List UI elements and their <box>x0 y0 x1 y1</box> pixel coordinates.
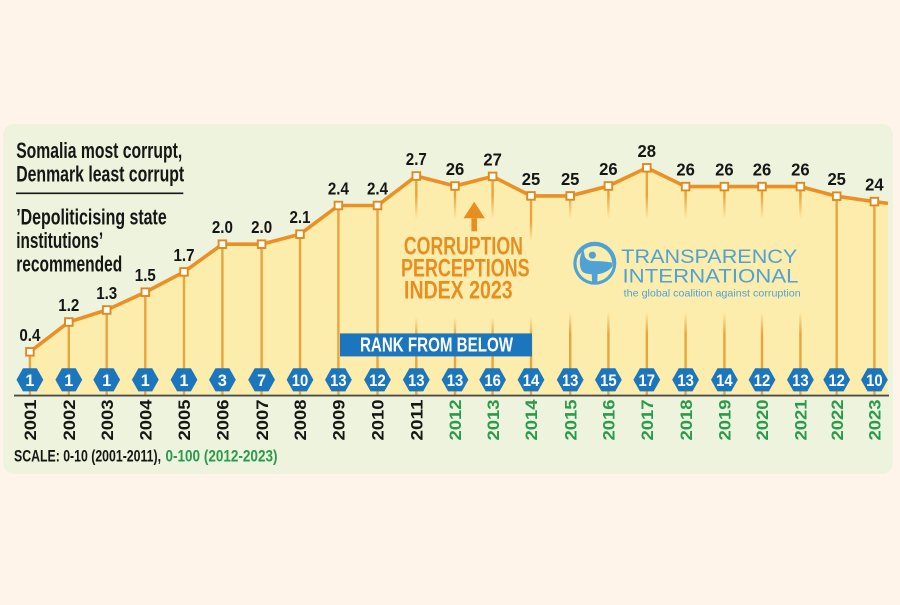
svg-text:2015: 2015 <box>561 400 580 441</box>
svg-text:2016: 2016 <box>600 400 619 441</box>
svg-text:15: 15 <box>600 371 617 390</box>
svg-text:CORRUPTION: CORRUPTION <box>404 233 523 261</box>
svg-text:24: 24 <box>865 175 884 195</box>
svg-text:SCALE: 0-10 (2001-2011),: SCALE: 0-10 (2001-2011), <box>14 447 161 466</box>
svg-text:13: 13 <box>408 371 425 390</box>
svg-text:1.2: 1.2 <box>58 295 79 315</box>
svg-text:2.4: 2.4 <box>328 179 349 199</box>
svg-text:10: 10 <box>866 371 883 390</box>
svg-text:2017: 2017 <box>638 400 657 441</box>
svg-text:2001: 2001 <box>21 400 40 441</box>
svg-text:1: 1 <box>64 371 73 390</box>
svg-text:2008: 2008 <box>291 400 310 441</box>
svg-text:2.0: 2.0 <box>212 217 233 237</box>
svg-text:2009: 2009 <box>330 400 349 441</box>
svg-text:13: 13 <box>562 371 579 390</box>
svg-text:recommended: recommended <box>16 252 122 277</box>
svg-text:17: 17 <box>639 371 656 390</box>
svg-text:2003: 2003 <box>98 400 117 441</box>
svg-text:INTERNATIONAL: INTERNATIONAL <box>623 266 799 288</box>
svg-text:1.7: 1.7 <box>174 245 195 265</box>
svg-text:2023: 2023 <box>866 400 885 441</box>
svg-text:the global coalition against c: the global coalition against corruption <box>624 288 801 300</box>
svg-text:7: 7 <box>257 371 266 390</box>
svg-text:2022: 2022 <box>828 400 847 441</box>
svg-text:2007: 2007 <box>253 400 272 441</box>
svg-text:28: 28 <box>638 141 657 161</box>
svg-text:’Depoliticising state: ’Depoliticising state <box>16 204 167 229</box>
svg-text:RANK FROM BELOW: RANK FROM BELOW <box>360 335 513 357</box>
svg-text:26: 26 <box>446 159 465 179</box>
svg-text:2005: 2005 <box>175 400 194 441</box>
svg-text:12: 12 <box>369 371 386 390</box>
svg-text:2021: 2021 <box>792 400 811 441</box>
svg-text:2018: 2018 <box>677 400 696 441</box>
svg-text:TRANSPARENCY: TRANSPARENCY <box>621 246 797 268</box>
svg-text:2002: 2002 <box>60 400 79 441</box>
svg-text:1: 1 <box>180 371 189 390</box>
svg-text:0.4: 0.4 <box>19 325 40 345</box>
svg-text:10: 10 <box>292 371 309 390</box>
svg-text:2006: 2006 <box>214 400 233 441</box>
svg-text:25: 25 <box>561 169 580 189</box>
svg-text:14: 14 <box>523 371 540 390</box>
svg-text:13: 13 <box>447 371 464 390</box>
svg-text:26: 26 <box>791 160 810 180</box>
svg-text:0-100 (2012-2023): 0-100 (2012-2023) <box>166 447 278 466</box>
svg-text:institutions’: institutions’ <box>16 228 103 253</box>
svg-text:13: 13 <box>330 371 347 390</box>
svg-text:26: 26 <box>753 160 772 180</box>
svg-text:2.4: 2.4 <box>367 179 388 199</box>
svg-text:Somalia most corrupt,: Somalia most corrupt, <box>16 138 182 163</box>
svg-text:1: 1 <box>25 371 34 390</box>
svg-text:Denmark least corrupt: Denmark least corrupt <box>16 162 184 187</box>
svg-text:14: 14 <box>716 371 733 390</box>
svg-text:2.7: 2.7 <box>406 149 427 169</box>
svg-text:26: 26 <box>599 159 618 179</box>
svg-text:2013: 2013 <box>484 400 503 441</box>
svg-text:2019: 2019 <box>716 400 735 441</box>
svg-text:2014: 2014 <box>522 399 541 441</box>
svg-text:25: 25 <box>827 169 846 189</box>
svg-text:25: 25 <box>522 169 541 189</box>
svg-text:2010: 2010 <box>369 400 388 441</box>
svg-text:2.1: 2.1 <box>290 207 311 227</box>
svg-text:13: 13 <box>677 371 694 390</box>
svg-text:13: 13 <box>792 371 809 390</box>
svg-text:12: 12 <box>828 371 845 390</box>
svg-text:12: 12 <box>754 371 771 390</box>
svg-text:27: 27 <box>483 149 502 169</box>
svg-text:2020: 2020 <box>753 400 772 441</box>
svg-text:INDEX 2023: INDEX 2023 <box>404 277 513 305</box>
svg-text:2004: 2004 <box>137 399 156 441</box>
svg-text:26: 26 <box>715 160 734 180</box>
svg-text:1: 1 <box>102 371 111 390</box>
svg-text:PERCEPTIONS: PERCEPTIONS <box>401 255 530 283</box>
svg-text:2011: 2011 <box>408 400 427 441</box>
svg-text:3: 3 <box>218 371 227 390</box>
svg-text:2012: 2012 <box>446 400 465 441</box>
svg-text:16: 16 <box>484 371 501 390</box>
svg-text:2.0: 2.0 <box>251 217 272 237</box>
svg-text:1.3: 1.3 <box>96 283 117 303</box>
svg-text:1: 1 <box>141 371 150 390</box>
svg-text:26: 26 <box>676 160 695 180</box>
svg-text:1.5: 1.5 <box>135 265 156 285</box>
